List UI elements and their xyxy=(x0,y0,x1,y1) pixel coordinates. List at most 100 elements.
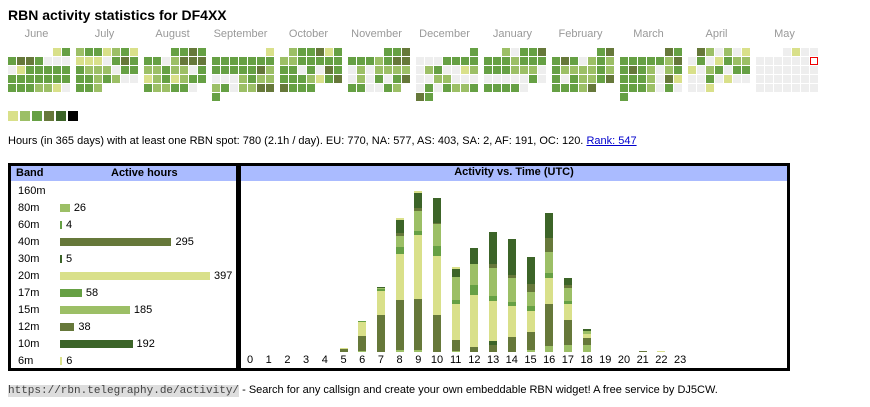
day-cell[interactable] xyxy=(153,75,161,83)
footer-url[interactable]: https://rbn.telegraphy.de/activity/ xyxy=(8,385,240,397)
day-cell[interactable] xyxy=(280,57,288,65)
day-cell[interactable] xyxy=(35,75,43,83)
day-cell[interactable] xyxy=(289,57,297,65)
day-cell[interactable] xyxy=(742,57,750,65)
day-cell[interactable] xyxy=(561,57,569,65)
day-cell[interactable] xyxy=(298,48,306,56)
day-cell[interactable] xyxy=(17,84,25,92)
day-cell[interactable] xyxy=(112,75,120,83)
day-cell[interactable] xyxy=(783,57,791,65)
day-cell[interactable] xyxy=(434,84,442,92)
day-cell[interactable] xyxy=(656,57,664,65)
day-cell[interactable] xyxy=(280,66,288,74)
day-cell[interactable] xyxy=(638,84,646,92)
day-cell[interactable] xyxy=(257,75,265,83)
day-cell[interactable] xyxy=(570,84,578,92)
day-cell[interactable] xyxy=(416,84,424,92)
day-cell[interactable] xyxy=(724,57,732,65)
day-cell[interactable] xyxy=(266,57,274,65)
day-cell[interactable] xyxy=(334,48,342,56)
day-cell[interactable] xyxy=(130,48,138,56)
day-cell[interactable] xyxy=(756,75,764,83)
day-cell[interactable] xyxy=(325,57,333,65)
day-cell[interactable] xyxy=(597,57,605,65)
day-cell[interactable] xyxy=(289,48,297,56)
day-cell[interactable] xyxy=(629,57,637,65)
day-cell[interactable] xyxy=(434,66,442,74)
day-cell[interactable] xyxy=(724,48,732,56)
day-cell[interactable] xyxy=(230,84,238,92)
day-cell[interactable] xyxy=(307,48,315,56)
day-cell[interactable] xyxy=(665,75,673,83)
day-cell[interactable] xyxy=(647,75,655,83)
day-cell[interactable] xyxy=(76,84,84,92)
day-cell[interactable] xyxy=(130,75,138,83)
day-cell[interactable] xyxy=(76,48,84,56)
day-cell[interactable] xyxy=(44,84,52,92)
day-cell[interactable] xyxy=(8,57,16,65)
day-cell[interactable] xyxy=(425,84,433,92)
day-cell[interactable] xyxy=(570,75,578,83)
day-cell[interactable] xyxy=(724,75,732,83)
day-cell[interactable] xyxy=(94,57,102,65)
day-cell[interactable] xyxy=(180,57,188,65)
day-cell[interactable] xyxy=(393,66,401,74)
day-cell[interactable] xyxy=(171,66,179,74)
day-cell[interactable] xyxy=(257,84,265,92)
day-cell[interactable] xyxy=(121,66,129,74)
day-cell[interactable] xyxy=(579,57,587,65)
day-cell[interactable] xyxy=(198,66,206,74)
day-cell[interactable] xyxy=(298,84,306,92)
day-cell[interactable] xyxy=(511,66,519,74)
day-cell[interactable] xyxy=(239,57,247,65)
day-cell[interactable] xyxy=(579,75,587,83)
day-cell[interactable] xyxy=(765,84,773,92)
day-cell[interactable] xyxy=(697,48,705,56)
day-cell[interactable] xyxy=(144,66,152,74)
day-cell[interactable] xyxy=(416,93,424,101)
day-cell[interactable] xyxy=(8,75,16,83)
day-cell[interactable] xyxy=(289,84,297,92)
rank-link[interactable]: Rank: 547 xyxy=(586,135,637,147)
day-cell[interactable] xyxy=(606,66,614,74)
day-cell[interactable] xyxy=(810,75,818,83)
day-cell[interactable] xyxy=(647,84,655,92)
day-cell[interactable] xyxy=(452,84,460,92)
day-cell[interactable] xyxy=(606,48,614,56)
day-cell[interactable] xyxy=(144,84,152,92)
day-cell[interactable] xyxy=(325,66,333,74)
day-cell[interactable] xyxy=(511,57,519,65)
day-cell[interactable] xyxy=(85,84,93,92)
day-cell[interactable] xyxy=(470,84,478,92)
day-cell[interactable] xyxy=(715,48,723,56)
day-cell[interactable] xyxy=(153,66,161,74)
day-cell[interactable] xyxy=(511,75,519,83)
day-cell[interactable] xyxy=(266,48,274,56)
day-cell[interactable] xyxy=(502,48,510,56)
day-cell[interactable] xyxy=(529,48,537,56)
day-cell[interactable] xyxy=(357,75,365,83)
day-cell[interactable] xyxy=(579,84,587,92)
day-cell[interactable] xyxy=(620,93,628,101)
day-cell[interactable] xyxy=(180,48,188,56)
day-cell[interactable] xyxy=(656,66,664,74)
day-cell[interactable] xyxy=(198,75,206,83)
day-cell[interactable] xyxy=(316,48,324,56)
day-cell[interactable] xyxy=(493,75,501,83)
day-cell[interactable] xyxy=(647,57,655,65)
day-cell[interactable] xyxy=(570,57,578,65)
day-cell[interactable] xyxy=(248,84,256,92)
day-cell[interactable] xyxy=(334,66,342,74)
day-cell[interactable] xyxy=(144,75,152,83)
day-cell[interactable] xyxy=(688,75,696,83)
day-cell[interactable] xyxy=(230,57,238,65)
day-cell[interactable] xyxy=(470,57,478,65)
day-cell[interactable] xyxy=(706,75,714,83)
day-cell[interactable] xyxy=(742,48,750,56)
day-cell[interactable] xyxy=(801,48,809,56)
day-cell[interactable] xyxy=(375,66,383,74)
day-cell[interactable] xyxy=(384,75,392,83)
day-cell[interactable] xyxy=(357,66,365,74)
day-cell[interactable] xyxy=(756,66,764,74)
day-cell[interactable] xyxy=(470,48,478,56)
